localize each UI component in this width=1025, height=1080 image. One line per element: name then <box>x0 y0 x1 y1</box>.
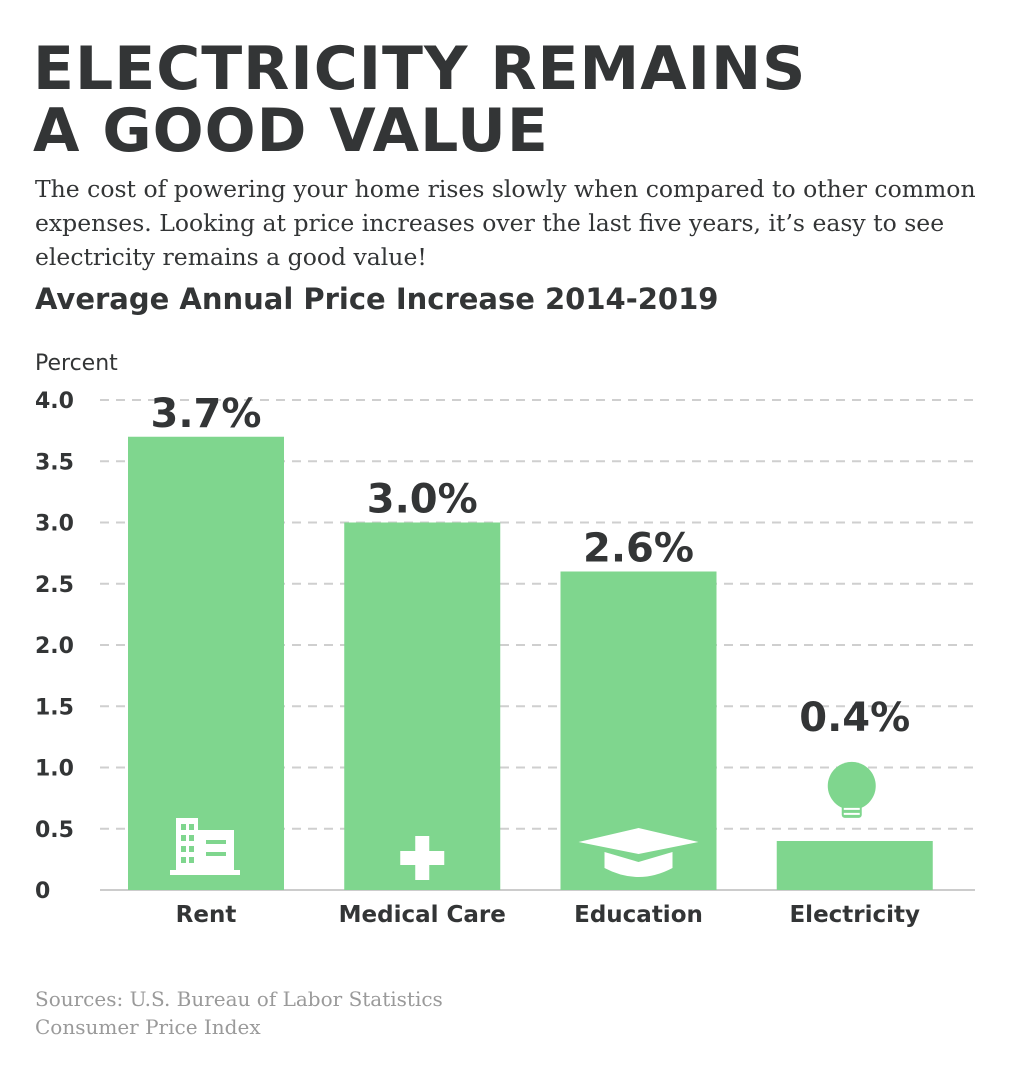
graduation-cap-icon <box>578 828 699 877</box>
x-axis-categories: Rent Medical Care Education Electricity <box>176 902 920 928</box>
category-label: Rent <box>176 902 237 928</box>
data-label: 3.7% <box>151 391 262 437</box>
medical-cross-icon <box>400 836 445 880</box>
source-line-2: Consumer Price Index <box>35 1015 261 1039</box>
y-axis-unit-label: Percent <box>35 351 118 376</box>
category-label: Medical Care <box>339 902 506 928</box>
bar-medical-care <box>344 522 501 890</box>
chart-title: Average Annual Price Increase 2014-2019 <box>35 282 719 316</box>
y-tick-label: 2.5 <box>35 573 74 598</box>
title-line-1: ELECTRICITY REMAINS <box>33 34 807 104</box>
y-axis-ticks: 0 0.5 1.0 1.5 2.0 2.5 3.0 3.5 4.0 <box>35 389 74 904</box>
building-icon <box>170 818 240 875</box>
intro-text: The cost of powering your home rises slo… <box>35 175 976 271</box>
data-label: 2.6% <box>583 526 694 572</box>
bar-electricity <box>776 841 933 890</box>
sources-note: Sources: U.S. Bureau of Labor Statistics… <box>35 985 443 1041</box>
data-labels: 3.7% 3.0% 2.6% 0.4% <box>151 391 911 741</box>
category-label: Education <box>574 902 703 928</box>
y-tick-label: 1.5 <box>35 695 74 720</box>
bars <box>128 436 933 890</box>
data-label: 0.4% <box>799 695 910 741</box>
y-tick-label: 2.0 <box>35 634 74 659</box>
category-label: Electricity <box>789 902 920 928</box>
bar-icons <box>170 761 876 880</box>
y-tick-label: 0 <box>35 879 50 904</box>
lightbulb-icon <box>827 761 876 818</box>
bar-rent <box>128 436 284 890</box>
y-tick-label: 3.5 <box>35 450 74 475</box>
y-tick-label: 4.0 <box>35 389 74 414</box>
page-title: ELECTRICITY REMAINS A GOOD VALUE <box>33 38 993 162</box>
data-label: 3.0% <box>367 477 478 523</box>
title-line-2: A GOOD VALUE <box>33 96 549 166</box>
y-tick-label: 1.0 <box>35 757 74 782</box>
bar-chart: Percent 00.51.01.52.02.53.03.54.0 3.7%3.… <box>35 351 975 928</box>
y-tick-label: 0.5 <box>35 818 74 843</box>
source-line-1: Sources: U.S. Bureau of Labor Statistics <box>35 987 443 1011</box>
y-tick-label: 3.0 <box>35 512 74 537</box>
